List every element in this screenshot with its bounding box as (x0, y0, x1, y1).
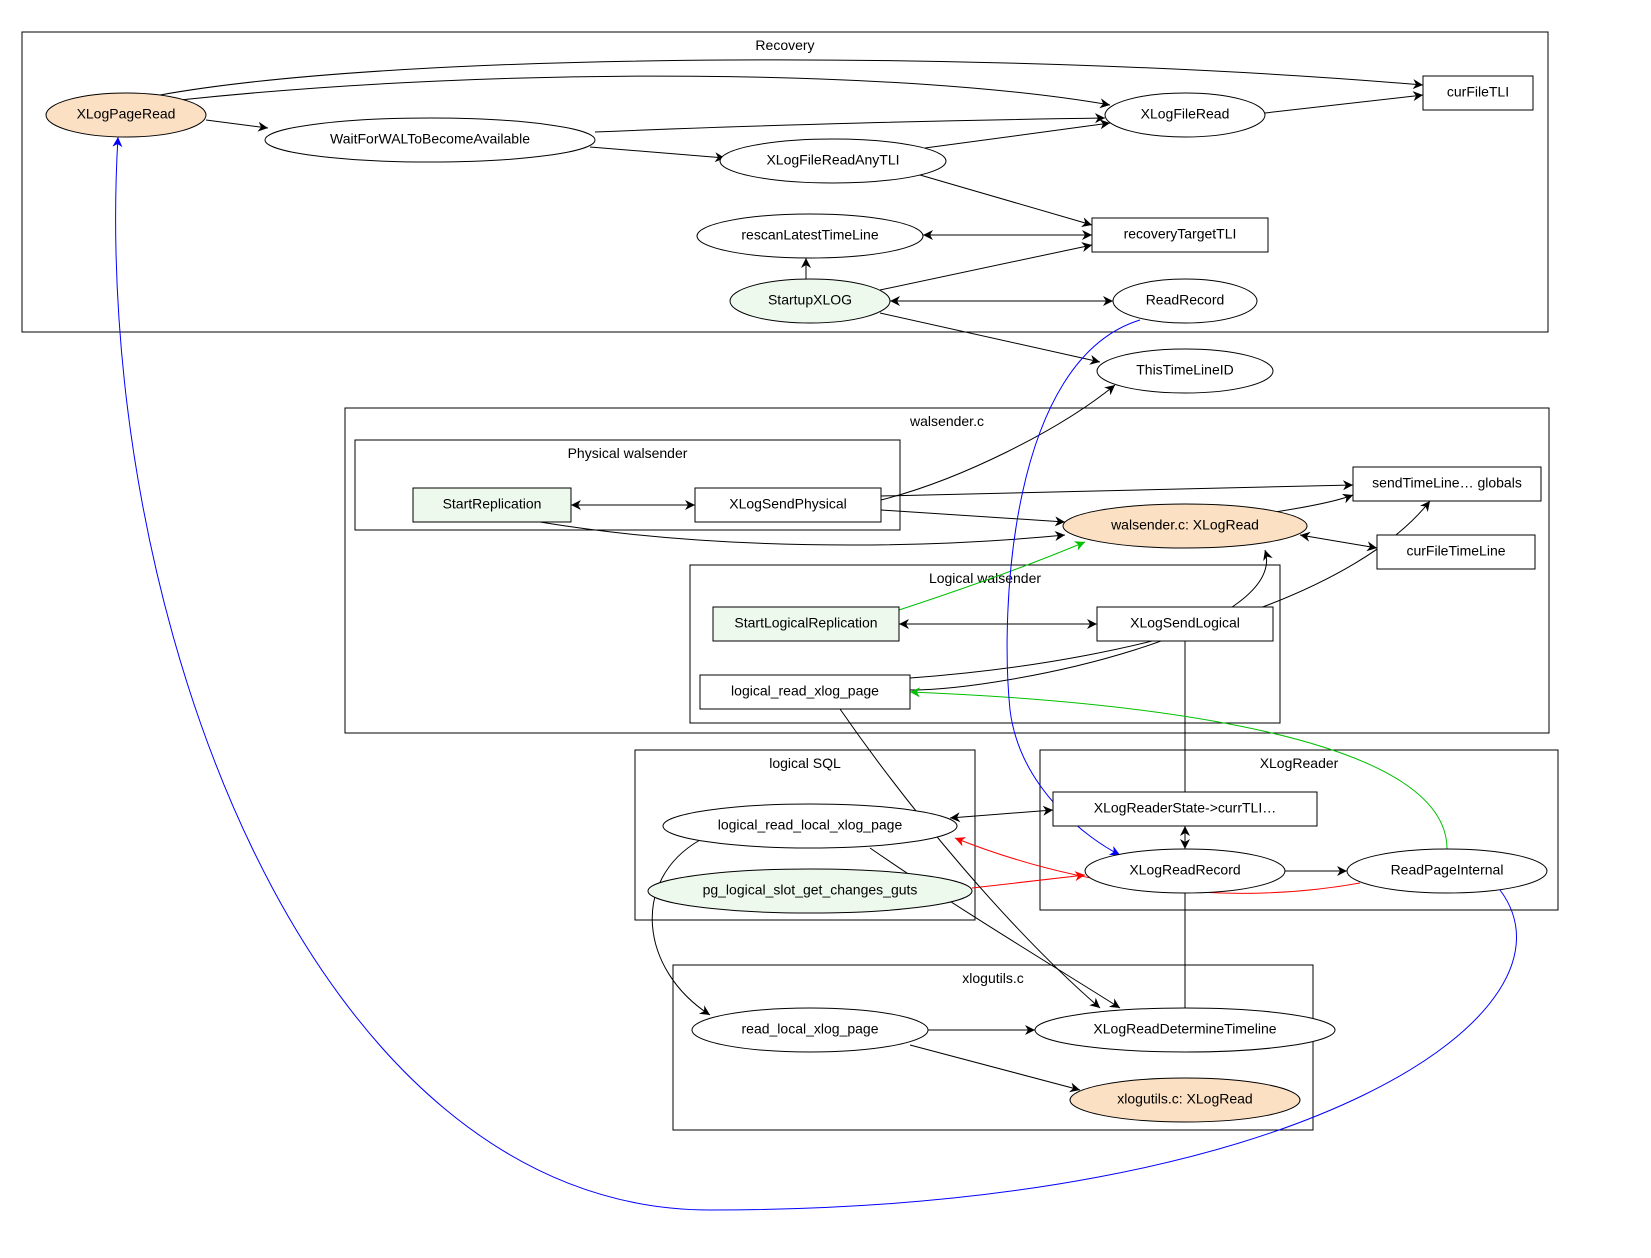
edge-XLogFileRead-curFileTLI (1265, 95, 1423, 113)
node-label-XLogFileRead: XLogFileRead (1141, 106, 1230, 122)
edge-XLogSendPhysical-walsender_XLogRead (881, 510, 1065, 522)
node-label-XLogReaderState: XLogReaderState->currTLI… (1094, 800, 1276, 816)
edge-XLogFileReadAnyTLI-XLogFileRead (925, 123, 1110, 148)
node-label-StartReplication: StartReplication (443, 496, 542, 512)
edge-XLogPageRead-XLogFileRead (180, 76, 1110, 105)
cluster-label-recovery: Recovery (755, 37, 814, 53)
edge-XLogPageRead-WaitForWAL (206, 120, 268, 128)
edge-logical_read_local_xlog_page-XLogReaderState (950, 810, 1053, 818)
cluster-label-phys_walsender: Physical walsender (568, 445, 688, 461)
edge-read_local_xlog_page-xlogutils_XLogRead (910, 1045, 1080, 1090)
edge-XLogFileReadAnyTLI-recoveryTargetTLI (920, 175, 1092, 225)
node-label-curFileTimeLine: curFileTimeLine (1406, 543, 1505, 559)
node-label-ThisTimeLineID: ThisTimeLineID (1136, 362, 1234, 378)
node-label-XLogReadRecord: XLogReadRecord (1129, 862, 1240, 878)
node-label-ReadPageInternal: ReadPageInternal (1391, 862, 1504, 878)
node-label-rescanLatestTimeLine: rescanLatestTimeLine (741, 227, 878, 243)
node-label-sendTimeLine: sendTimeLine… globals (1372, 475, 1522, 491)
node-label-WaitForWAL: WaitForWALToBecomeAvailable (330, 131, 530, 147)
edge-XLogSendPhysical-ThisTimeLineID (881, 385, 1115, 500)
edge-XLogSendPhysical-sendTimeLine (881, 485, 1353, 496)
edge-WaitForWAL-XLogFileRead (595, 118, 1105, 132)
edge-StartupXLOG-ThisTimeLineID (880, 313, 1100, 362)
cluster-label-logical_sql: logical SQL (769, 755, 841, 771)
edge-XLogPageRead-curFileTLI (160, 60, 1423, 95)
edge-pg_logical_slot-XLogReadRecord (972, 875, 1085, 888)
node-label-XLogReadDetermineTimeline: XLogReadDetermineTimeline (1093, 1021, 1276, 1037)
node-label-ReadRecord: ReadRecord (1146, 292, 1225, 308)
node-label-logical_read_xlog_page: logical_read_xlog_page (731, 683, 879, 699)
node-label-walsender_XLogRead: walsender.c: XLogRead (1110, 517, 1259, 533)
call-graph-diagram: Recovery walsender.c Physical walsender Log… (10, 10, 1651, 1248)
edge-ReadRecord-XLogReadRecord (1007, 320, 1140, 855)
node-label-curFileTLI: curFileTLI (1447, 84, 1509, 100)
edge-walsender_XLogRead-sendTimeLine (1275, 495, 1353, 512)
cluster-label-walsender: walsender.c (909, 413, 984, 429)
node-label-xlogutils_XLogRead: xlogutils.c: XLogRead (1117, 1091, 1252, 1107)
edge-WaitForWAL-XLogFileReadAnyTLI (590, 147, 725, 158)
node-label-read_local_xlog_page: read_local_xlog_page (742, 1021, 879, 1037)
node-label-XLogSendLogical: XLogSendLogical (1130, 615, 1240, 631)
cluster-label-log_walsender: Logical walsender (929, 570, 1041, 586)
node-label-XLogPageRead: XLogPageRead (77, 106, 176, 122)
node-label-StartupXLOG: StartupXLOG (768, 292, 852, 308)
edge-StartReplication-walsender_XLogRead (540, 522, 1065, 545)
node-label-pg_logical_slot: pg_logical_slot_get_changes_guts (703, 882, 918, 898)
cluster-label-xlogutils: xlogutils.c (962, 970, 1023, 986)
edge-logical_read_local_xlog_page-read_local_xlog_page (652, 840, 710, 1015)
edge-logical_read_xlog_page-XLogReadDetermineTimeline (840, 709, 1100, 1008)
node-label-recoveryTargetTLI: recoveryTargetTLI (1124, 226, 1237, 242)
edge-walsender_XLogRead-curFileTimeLine (1300, 535, 1377, 548)
edge-StartupXLOG-recoveryTargetTLI (880, 245, 1092, 290)
cluster-label-xlogreader: XLogReader (1260, 755, 1339, 771)
node-label-XLogSendPhysical: XLogSendPhysical (729, 496, 847, 512)
node-label-logical_read_local_xlog_page: logical_read_local_xlog_page (718, 817, 903, 833)
node-label-XLogFileReadAnyTLI: XLogFileReadAnyTLI (766, 152, 899, 168)
node-label-StartLogicalReplication: StartLogicalReplication (734, 615, 877, 631)
